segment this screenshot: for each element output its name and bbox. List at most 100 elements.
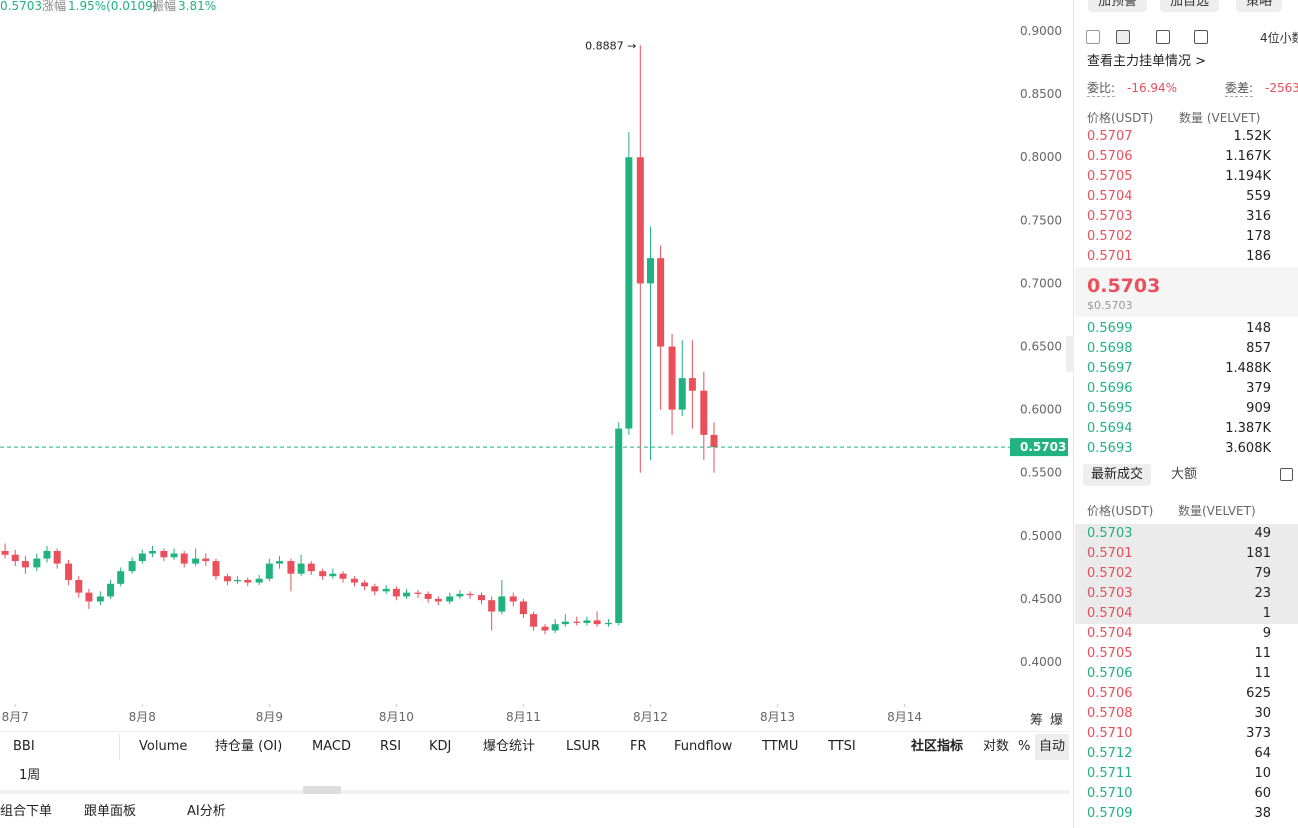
candle-body bbox=[319, 571, 327, 577]
tab[interactable]: 最新成交 bbox=[1083, 464, 1152, 486]
view-icon[interactable] bbox=[1156, 30, 1170, 44]
trade-qty: 38 bbox=[1254, 806, 1271, 821]
period-tab[interactable]: 1周 bbox=[19, 768, 41, 783]
col-header: 价格(USDT) bbox=[1087, 504, 1154, 518]
x-tick-label: 8月14 bbox=[887, 710, 922, 724]
x-tick-label: 8月7 bbox=[2, 710, 29, 724]
col-header: 价格(USDT) bbox=[1087, 111, 1154, 125]
ask-price: 0.5704 bbox=[1087, 189, 1133, 204]
y-tick-label: 0.6500 bbox=[1020, 340, 1062, 354]
y-tick-label: 0.4500 bbox=[1020, 592, 1062, 606]
bid-price: 0.5698 bbox=[1087, 341, 1133, 356]
trade-price: 0.5703 bbox=[1087, 526, 1133, 541]
view-icon[interactable] bbox=[1194, 30, 1208, 44]
main-orders-link[interactable]: 查看主力挂单情况 > bbox=[1087, 54, 1207, 69]
candle-body bbox=[212, 561, 220, 577]
divider bbox=[119, 734, 120, 760]
ask-price: 0.5707 bbox=[1087, 129, 1133, 144]
indicator-tab[interactable]: RSI bbox=[380, 739, 402, 754]
indicator-tab[interactable]: 爆仓统计 bbox=[483, 739, 536, 754]
bid-qty: 3.608K bbox=[1225, 441, 1271, 456]
candle-body bbox=[244, 580, 252, 583]
y-tick-label: 0.8500 bbox=[1020, 87, 1062, 101]
trade-price: 0.5706 bbox=[1087, 666, 1133, 681]
trade-qty: 373 bbox=[1246, 726, 1271, 741]
candle-body bbox=[573, 621, 581, 623]
trade-qty: 1 bbox=[1262, 606, 1271, 621]
indicator-tab[interactable]: FR bbox=[630, 739, 647, 754]
indicator-tab[interactable]: BBI bbox=[13, 739, 35, 754]
candle-body bbox=[307, 563, 315, 572]
last-price-box bbox=[1010, 438, 1068, 457]
side-label: 筹 bbox=[1030, 712, 1043, 728]
indicator-tab[interactable]: MACD bbox=[312, 739, 351, 754]
indicator-tab[interactable]: 持仓量 (OI) bbox=[215, 739, 283, 754]
candle-body bbox=[128, 561, 136, 572]
indicator-tab[interactable]: Volume bbox=[139, 739, 188, 754]
view-icon[interactable] bbox=[1086, 30, 1100, 44]
candle-body bbox=[350, 578, 358, 583]
diff-label: 委差: bbox=[1225, 81, 1254, 97]
candle-body bbox=[1, 550, 9, 555]
indicator-tab[interactable]: 自动 bbox=[1035, 734, 1070, 760]
checkbox[interactable] bbox=[1280, 468, 1293, 481]
candle-body bbox=[678, 378, 686, 410]
candle-body bbox=[33, 558, 41, 568]
bid-qty: 857 bbox=[1246, 341, 1271, 356]
button[interactable]: 加自选 bbox=[1160, 0, 1220, 12]
candle-body bbox=[255, 578, 263, 583]
trade-qty: 60 bbox=[1254, 786, 1271, 801]
trade-qty: 11 bbox=[1254, 646, 1271, 661]
view-icon[interactable] bbox=[1116, 30, 1130, 44]
x-tick-label: 8月9 bbox=[256, 710, 283, 724]
decimals[interactable]: 4位小数 bbox=[1260, 31, 1298, 45]
indicator-tab[interactable]: TTSI bbox=[828, 739, 856, 754]
ratio-label: 委比: bbox=[1087, 81, 1116, 97]
trade-qty: 10 bbox=[1254, 766, 1271, 781]
candle-body bbox=[160, 550, 168, 558]
candle-body bbox=[636, 157, 644, 284]
bid-price: 0.5696 bbox=[1087, 381, 1133, 396]
trade-price: 0.5704 bbox=[1087, 626, 1133, 641]
x-tick-label: 8月13 bbox=[760, 710, 795, 724]
bottom-tab[interactable]: 跟单面板 bbox=[84, 804, 137, 819]
candle-body bbox=[434, 598, 442, 602]
trade-qty: 9 bbox=[1262, 626, 1271, 641]
x-tick-label: 8月11 bbox=[506, 710, 541, 724]
candle-body bbox=[329, 573, 337, 577]
bottom-tab[interactable]: 组合下单 bbox=[0, 804, 53, 819]
indicator-tab[interactable]: LSUR bbox=[566, 739, 601, 754]
indicator-tab[interactable]: 对数 bbox=[983, 739, 1010, 754]
tab[interactable]: 大额 bbox=[1171, 467, 1198, 482]
candle-body bbox=[466, 593, 474, 596]
y-tick-label: 0.8000 bbox=[1020, 150, 1062, 164]
collapse-handle bbox=[1066, 336, 1074, 372]
button[interactable]: 加预警 bbox=[1088, 0, 1148, 12]
candle-body bbox=[65, 563, 73, 581]
separator bbox=[0, 731, 1070, 732]
bid-price: 0.5699 bbox=[1087, 321, 1133, 336]
indicator-tab[interactable]: KDJ bbox=[429, 739, 452, 754]
indicator-tab[interactable]: % bbox=[1018, 739, 1031, 754]
ask-qty: 1.194K bbox=[1225, 169, 1271, 184]
trade-row-bg bbox=[1075, 584, 1298, 604]
trade-price: 0.5711 bbox=[1087, 766, 1133, 781]
trade-qty: 23 bbox=[1254, 586, 1271, 601]
ask-qty: 186 bbox=[1246, 249, 1271, 264]
mid-usd: $0.5703 bbox=[1087, 299, 1133, 312]
trade-row-bg bbox=[1075, 604, 1298, 624]
candle-body bbox=[392, 588, 400, 597]
candle-body bbox=[668, 346, 676, 410]
candle-body bbox=[488, 600, 496, 612]
button[interactable]: 策略 bbox=[1236, 0, 1283, 12]
bottom-tab[interactable]: AI分析 bbox=[187, 804, 226, 819]
col-header: 数量 (VELVET) bbox=[1179, 111, 1261, 125]
candle-body bbox=[530, 614, 538, 627]
last-price-label: 0.5703 bbox=[1020, 440, 1066, 454]
trade-row-bg bbox=[1075, 564, 1298, 584]
candle-body bbox=[657, 258, 665, 347]
indicator-tab[interactable]: 社区指标 bbox=[911, 739, 964, 754]
indicator-tab[interactable]: TTMU bbox=[762, 739, 799, 754]
indicator-tab[interactable]: Fundflow bbox=[674, 739, 733, 754]
bid-qty: 148 bbox=[1246, 321, 1271, 336]
